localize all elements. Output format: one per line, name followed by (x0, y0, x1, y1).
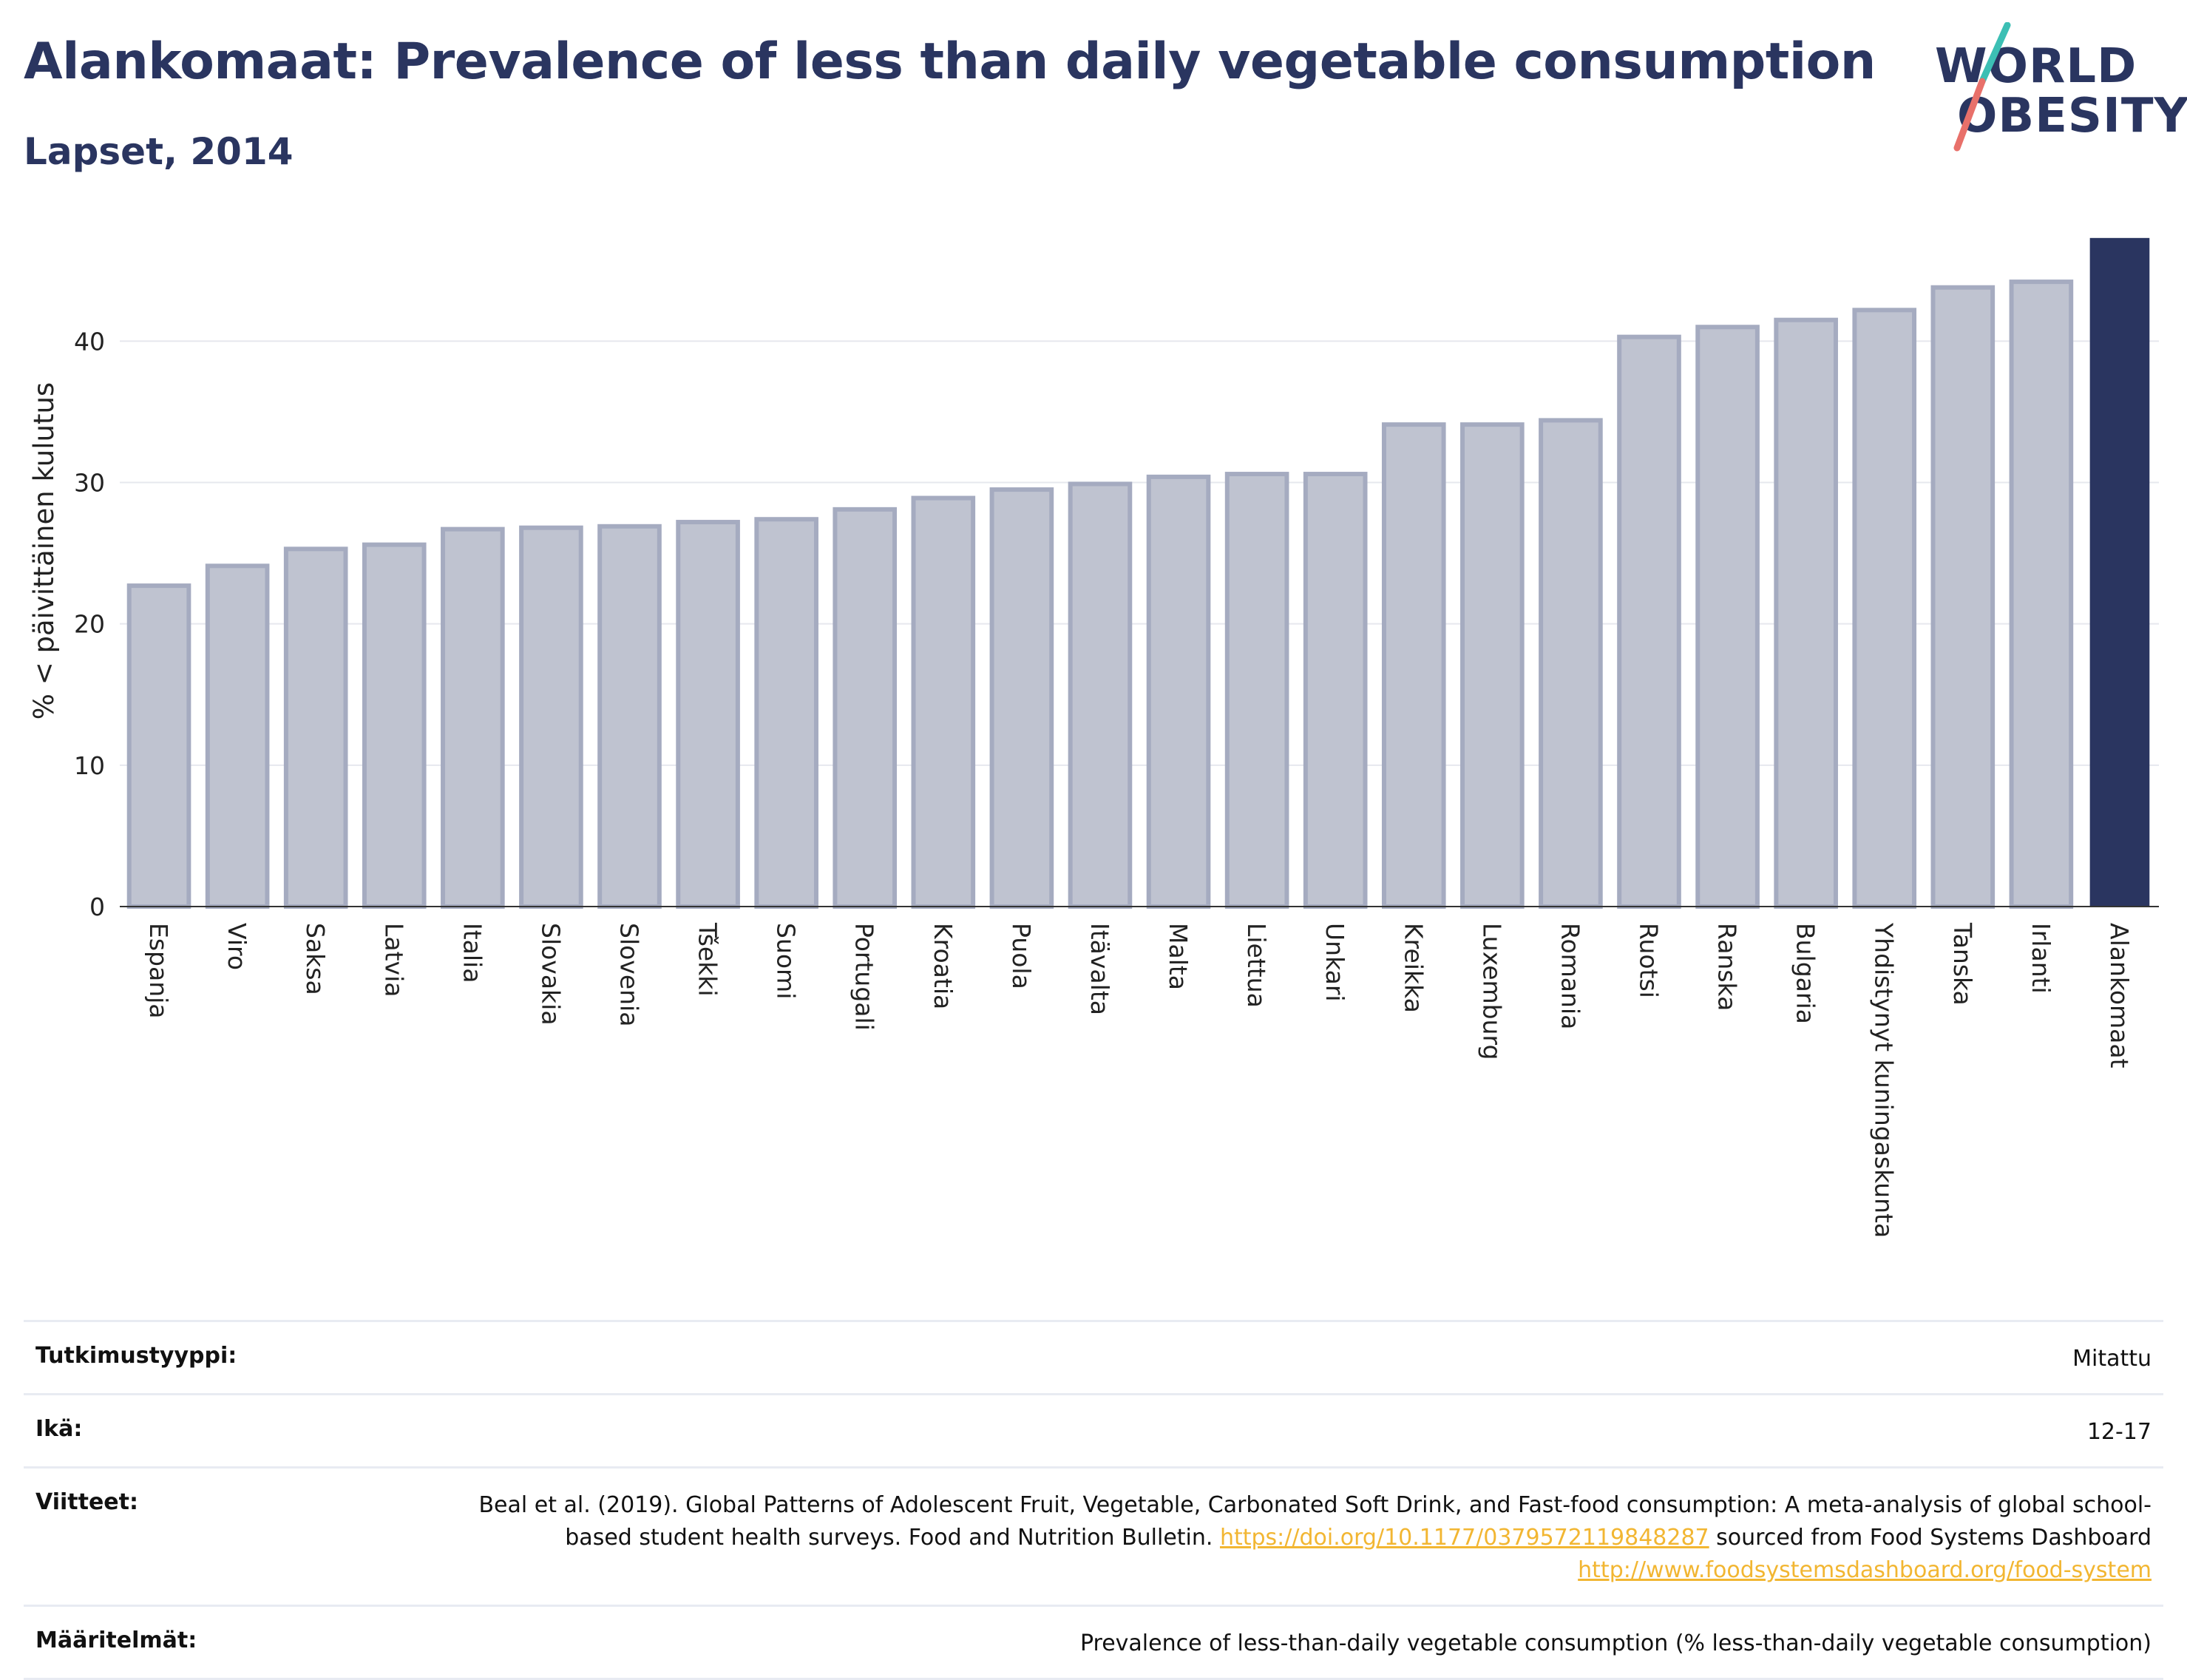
bar (441, 526, 505, 909)
x-tick-label: Saksa (301, 923, 330, 995)
bar (754, 517, 818, 909)
meta-value: Mitattu (2072, 1346, 2152, 1372)
bar (676, 520, 740, 909)
x-tick-label: Ranska (1713, 923, 1742, 1011)
bar (1539, 418, 1603, 909)
bar (833, 507, 898, 909)
x-tick-label: Tšekki (694, 922, 722, 997)
y-tick-label: 0 (89, 892, 105, 921)
meta-row-study-type: Tutkimustyyppi: Mitattu (24, 1320, 2163, 1393)
x-tick-label: Tanska (1948, 922, 1977, 1006)
x-tick-label: Irlanti (2027, 923, 2055, 994)
logo-line-2: OBESITY (1957, 89, 2187, 143)
x-axis-ticks: Espanja Viro Saksa Latvia Italia Slovakia Slov… (144, 922, 2134, 1238)
bar (1774, 317, 1838, 909)
bar (1146, 474, 1211, 909)
bar (2009, 280, 2074, 909)
logo-line-1: WORLD (1935, 39, 2137, 94)
x-tick-label: Bulgaria (1791, 923, 1820, 1024)
bar (1695, 325, 1760, 909)
y-axis-label: % < päivittäinen kulutus (28, 382, 60, 719)
doi-link[interactable]: https://doi.org/10.1177/0379572119848287 (1219, 1525, 1709, 1551)
x-tick-label: Viro (223, 923, 251, 970)
bar (362, 542, 427, 909)
bar (126, 583, 191, 909)
reference-text: sourced from Food Systems Dashboard (1709, 1525, 2152, 1551)
bar (597, 524, 662, 909)
bars (126, 237, 2150, 910)
metadata-table: Tutkimustyyppi: Mitattu Ikä: 12-17 Viitt… (24, 1320, 2163, 1680)
bar-highlight (2089, 237, 2150, 907)
bar (1224, 472, 1289, 909)
bar (519, 525, 583, 909)
x-tick-label: Puola (1007, 923, 1036, 989)
meta-value: Prevalence of less-than-daily vegetable … (1079, 1630, 2152, 1656)
meta-row-definitions: Määritelmät: Prevalence of less-than-dai… (24, 1605, 2163, 1680)
meta-row-age: Ikä: 12-17 (24, 1393, 2163, 1466)
x-tick-label: Unkari (1320, 923, 1349, 1002)
y-tick-label: 20 (74, 610, 105, 639)
logo-slash-icon (1953, 22, 2011, 152)
x-tick-label: Itävalta (1085, 923, 1114, 1015)
y-tick-label: 10 (74, 751, 105, 780)
x-tick-label: Suomi (772, 923, 801, 999)
bar (1617, 334, 1681, 910)
x-tick-label: Ruotsi (1635, 923, 1664, 998)
bar (1381, 422, 1446, 909)
bar (283, 546, 348, 910)
meta-key: Viitteet: (35, 1489, 138, 1515)
bar (1852, 308, 1917, 910)
meta-value: 12-17 (2086, 1419, 2152, 1445)
meta-key: Tutkimustyyppi: (35, 1343, 237, 1369)
x-tick-label: Espanja (144, 923, 173, 1019)
world-obesity-logo: WORLD OBESITY (1926, 22, 2187, 155)
bar-chart: 0 10 20 30 40 Espanja Viro Saksa Latvia Italia Sl… (28, 237, 2159, 1238)
reference-text: Beal et al. (2019). Global Patterns of A… (478, 1492, 2152, 1551)
x-tick-label: Italia (458, 923, 486, 983)
x-tick-label: Malta (1164, 923, 1193, 990)
bar (911, 495, 976, 909)
bar (1303, 472, 1368, 909)
bar (205, 563, 270, 909)
meta-row-references: Viitteet: Beal et al. (2019). Global Pat… (24, 1466, 2163, 1605)
x-tick-label: Yhdistynyt kuningaskunta (1870, 922, 1899, 1238)
x-tick-label: Portugali (850, 923, 879, 1031)
x-tick-label: Latvia (379, 923, 408, 997)
chart-subtitle: Lapset, 2014 (24, 130, 294, 173)
bar (1930, 285, 1996, 910)
chart-title: Alankomaat: Prevalence of less than dail… (24, 33, 1876, 91)
x-tick-label: Romania (1556, 923, 1584, 1029)
meta-key: Määritelmät: (35, 1628, 197, 1653)
y-axis-ticks: 0 10 20 30 40 (74, 327, 105, 921)
x-tick-label: Kreikka (1399, 923, 1428, 1013)
food-systems-link[interactable]: http://www.foodsystemsdashboard.org/food… (1578, 1557, 2152, 1583)
meta-value: Beal et al. (2019). Global Patterns of A… (24, 1469, 2163, 1605)
x-tick-label: Slovenia (615, 923, 644, 1026)
bar (1460, 422, 1525, 909)
x-tick-label: Alankomaat (2105, 923, 2134, 1068)
y-tick-label: 40 (74, 327, 105, 356)
meta-key: Ikä: (35, 1416, 83, 1442)
x-tick-label: Luxemburg (1477, 923, 1506, 1060)
y-tick-label: 30 (74, 469, 105, 498)
x-tick-label: Slovakia (536, 923, 565, 1026)
bar (1068, 481, 1133, 909)
x-tick-label: Liettua (1242, 923, 1271, 1008)
bar (989, 487, 1054, 909)
x-tick-label: Kroatia (929, 923, 957, 1009)
